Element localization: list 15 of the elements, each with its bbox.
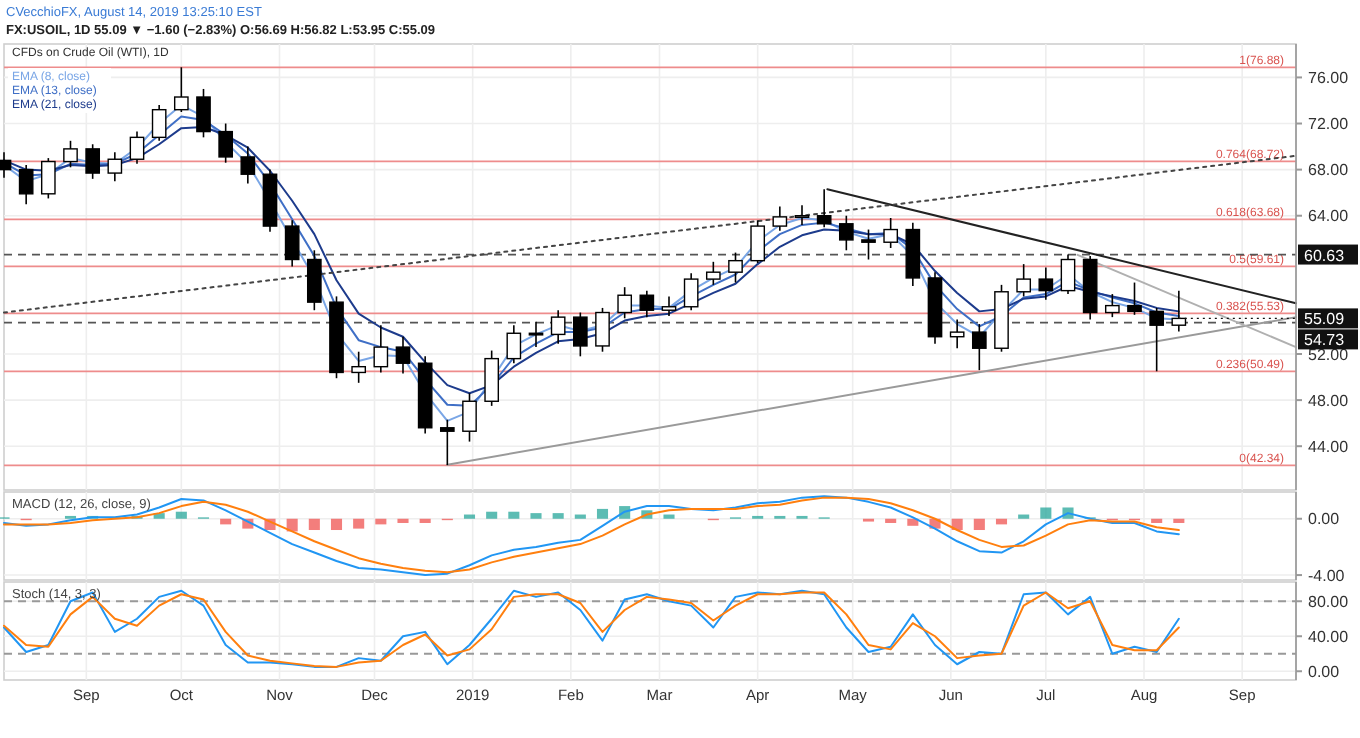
y-tick-label: 68.00 (1308, 161, 1350, 180)
y-tick-label: 0.00 (1308, 510, 1341, 529)
y-tick-label: 76.00 (1308, 69, 1350, 88)
y-tick-label: 72.00 (1308, 115, 1350, 134)
y-tick-label: 80.00 (1308, 592, 1350, 611)
y-tick-label: 48.00 (1308, 391, 1350, 410)
y-tick-label: 52.00 (1308, 345, 1350, 364)
y-tick-label: 40.00 (1308, 627, 1350, 646)
y-tick-label: -4.00 (1308, 566, 1346, 585)
ref-line-label: 60.63 (1304, 246, 1346, 265)
ref-line-label: 54.73 (1304, 331, 1346, 350)
y-tick-label: 44.00 (1308, 437, 1350, 456)
annotation: 55.09 (1304, 310, 1346, 329)
y-tick-label: 0.00 (1308, 662, 1341, 681)
y-tick-label: 64.00 (1308, 207, 1350, 226)
